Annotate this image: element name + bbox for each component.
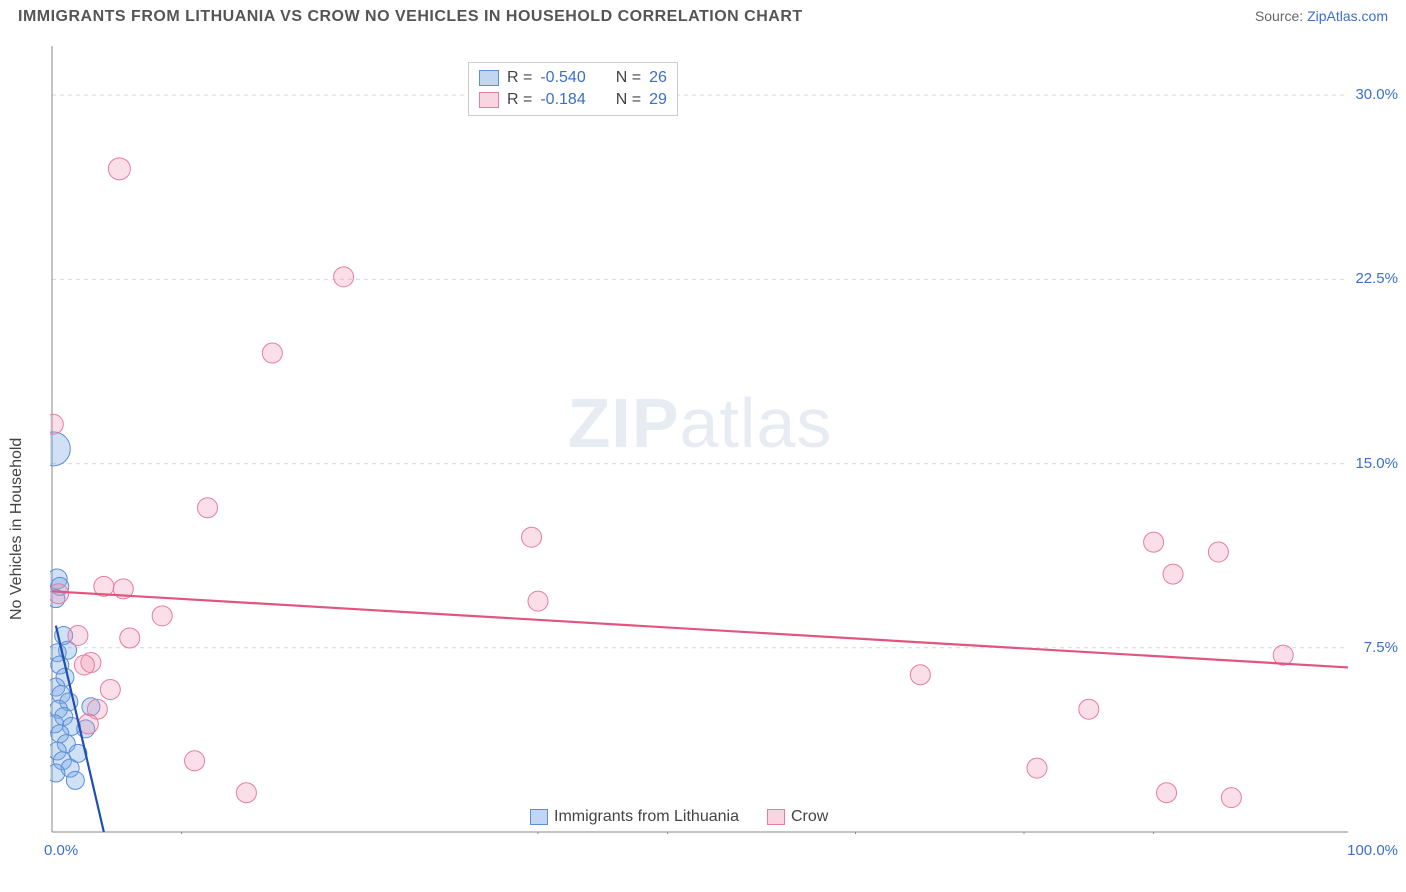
legend-n-value: 26 [649, 67, 667, 89]
source-prefix: Source: [1255, 8, 1307, 24]
legend-n-value: 29 [649, 89, 667, 111]
series-legend-item: Immigrants from Lithuania [530, 808, 739, 826]
series-name: Immigrants from Lithuania [554, 808, 739, 826]
chart-title: IMMIGRANTS FROM LITHUANIA VS CROW NO VEH… [18, 8, 803, 26]
y-tick-label: 30.0% [1355, 86, 1398, 103]
legend-r-value: -0.540 [540, 67, 585, 89]
legend-r-label: R = [507, 89, 532, 111]
y-tick-label: 22.5% [1355, 270, 1398, 287]
legend-swatch [479, 70, 499, 86]
legend-r-label: R = [507, 67, 532, 89]
legend-n-label: N = [616, 89, 641, 111]
y-tick-label: 7.5% [1364, 639, 1398, 656]
series-legend-item: Crow [767, 808, 828, 826]
x-tick-label: 0.0% [44, 842, 78, 859]
legend-n-label: N = [616, 67, 641, 89]
source-link[interactable]: ZipAtlas.com [1307, 8, 1388, 24]
source-attribution: Source: ZipAtlas.com [1255, 8, 1388, 24]
legend-swatch [530, 809, 548, 825]
header: IMMIGRANTS FROM LITHUANIA VS CROW NO VEH… [0, 0, 1406, 30]
y-axis-label: No Vehicles in Household [8, 438, 26, 620]
series-name: Crow [791, 808, 828, 826]
y-tick-label: 15.0% [1355, 455, 1398, 472]
stats-legend-row: R = -0.540 N = 26 [479, 67, 667, 89]
stats-legend-row: R = -0.184 N = 29 [479, 89, 667, 111]
legend-swatch [767, 809, 785, 825]
legend-r-value: -0.184 [540, 89, 585, 111]
chart-area: ZIPatlas R =-0.540N =26R =-0.184N =29 Im… [50, 44, 1350, 834]
x-tick-label: 100.0% [1347, 842, 1398, 859]
stats-legend: R = -0.540 N = 26 R = -0.184 N = 29 [468, 62, 678, 116]
scatter-plot [50, 44, 1350, 834]
legend-swatch [479, 92, 499, 108]
series-legend: Immigrants from Lithuania Crow [530, 808, 828, 826]
